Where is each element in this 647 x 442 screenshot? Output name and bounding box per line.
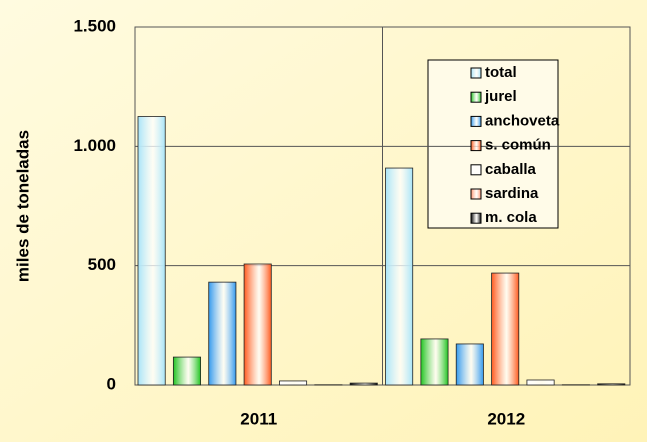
bar — [349, 382, 378, 386]
y-tick-label: 500 — [88, 255, 116, 274]
bar — [420, 338, 449, 386]
legend-label: s. común — [485, 137, 551, 154]
legend-swatch — [470, 115, 482, 127]
y-tick-label: 0 — [107, 374, 116, 393]
legend — [427, 59, 559, 229]
legend-label: jurel — [484, 88, 517, 105]
legend-label: anchoveta — [485, 112, 560, 129]
bar — [597, 383, 626, 386]
bar — [491, 272, 520, 386]
bar — [385, 167, 414, 386]
legend-swatch — [470, 91, 482, 103]
y-axis-title: miles de toneladas — [13, 130, 32, 282]
y-tick-label: 1.000 — [73, 136, 116, 155]
legend-swatch — [470, 67, 482, 79]
legend-swatch — [470, 188, 482, 200]
legend-swatch — [470, 212, 482, 224]
x-tick-label: 2011 — [240, 409, 277, 428]
legend-swatch — [470, 140, 482, 152]
bar — [208, 281, 237, 386]
y-tick-label: 1.500 — [73, 16, 116, 35]
bar — [526, 379, 555, 386]
bar — [137, 116, 166, 386]
legend-label: m. cola — [485, 209, 537, 226]
x-tick-label: 2012 — [487, 409, 525, 428]
bar — [243, 263, 272, 386]
bar — [172, 356, 201, 386]
legend-label: sardina — [485, 185, 539, 202]
legend-label: caballa — [485, 161, 537, 178]
legend-label: total — [485, 64, 517, 81]
legend-swatch — [470, 164, 482, 176]
bar — [455, 343, 484, 386]
bar — [279, 380, 308, 386]
